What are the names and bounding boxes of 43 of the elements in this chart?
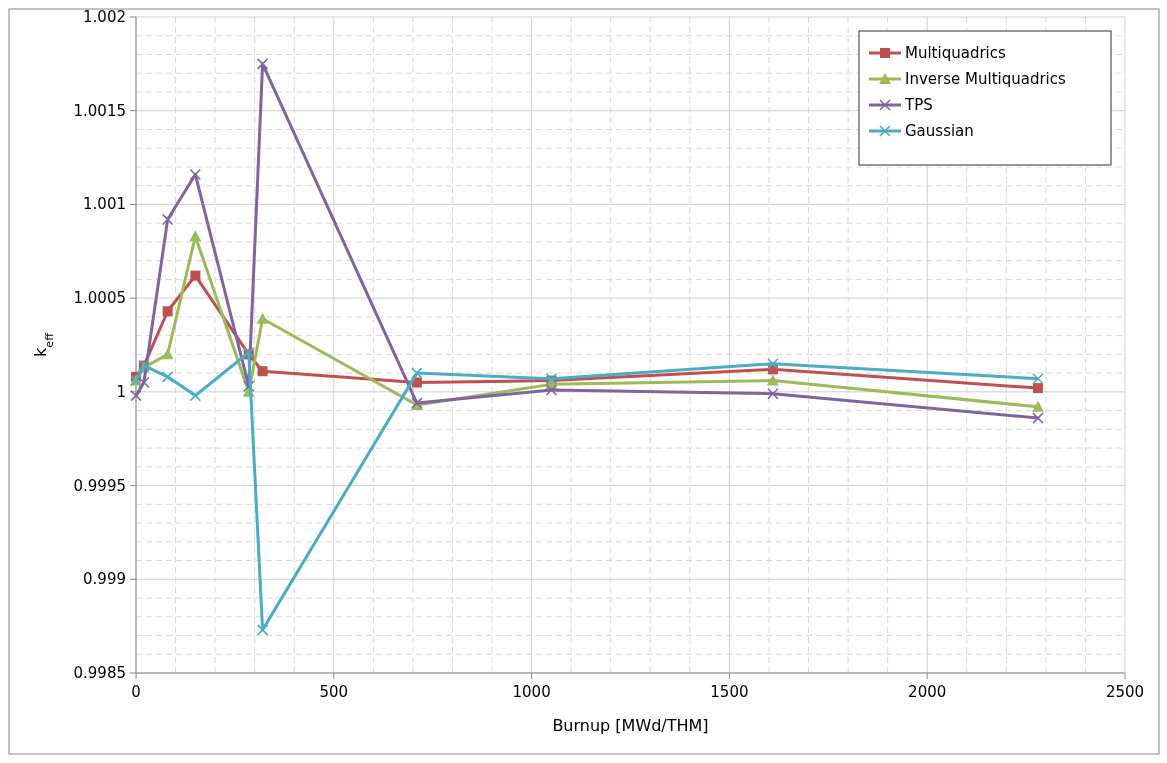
y-tick-label: 0.9995 <box>73 476 126 495</box>
point <box>766 374 779 386</box>
point <box>189 230 202 242</box>
y-tick-label: 1.0005 <box>73 289 126 308</box>
y-tick-label: 1.001 <box>83 195 126 214</box>
point <box>138 376 150 389</box>
point <box>190 270 201 281</box>
point <box>767 357 779 370</box>
point <box>1032 383 1043 394</box>
y-tick-label: 1 <box>116 382 126 401</box>
point <box>189 168 202 181</box>
point <box>257 366 268 377</box>
legend-label: Gaussian <box>905 122 974 140</box>
legend-label: TPS <box>904 96 933 114</box>
x-axis-title: Burnup [MWd/THM] <box>552 716 709 735</box>
point <box>161 371 174 383</box>
point <box>161 213 174 226</box>
y-tick-label: 0.9985 <box>73 664 126 682</box>
y-tick-label: 1.0015 <box>73 101 126 120</box>
point <box>243 380 255 392</box>
point <box>130 389 142 402</box>
point <box>1032 412 1044 424</box>
y-tick-label: 1.002 <box>83 8 126 26</box>
point <box>767 387 779 400</box>
point <box>411 367 423 379</box>
x-tick-label: 1500 <box>710 683 749 701</box>
x-tick-label: 0 <box>131 683 141 701</box>
point <box>1031 400 1044 412</box>
point <box>1032 372 1044 385</box>
legend-label: Multiquadrics <box>905 44 1006 62</box>
x-tick-label: 500 <box>319 683 349 701</box>
point <box>189 389 202 402</box>
point <box>162 306 173 317</box>
point <box>256 624 269 636</box>
point <box>256 58 269 70</box>
x-tick-label: 1000 <box>512 683 551 701</box>
x-tick-label: 2000 <box>908 683 947 701</box>
y-tick-label: 0.999 <box>83 570 126 589</box>
point <box>545 384 558 396</box>
legend-label: Inverse Multiquadrics <box>905 70 1066 88</box>
x-tick-label: 2500 <box>1105 683 1145 701</box>
point <box>256 312 269 324</box>
point <box>161 348 174 360</box>
